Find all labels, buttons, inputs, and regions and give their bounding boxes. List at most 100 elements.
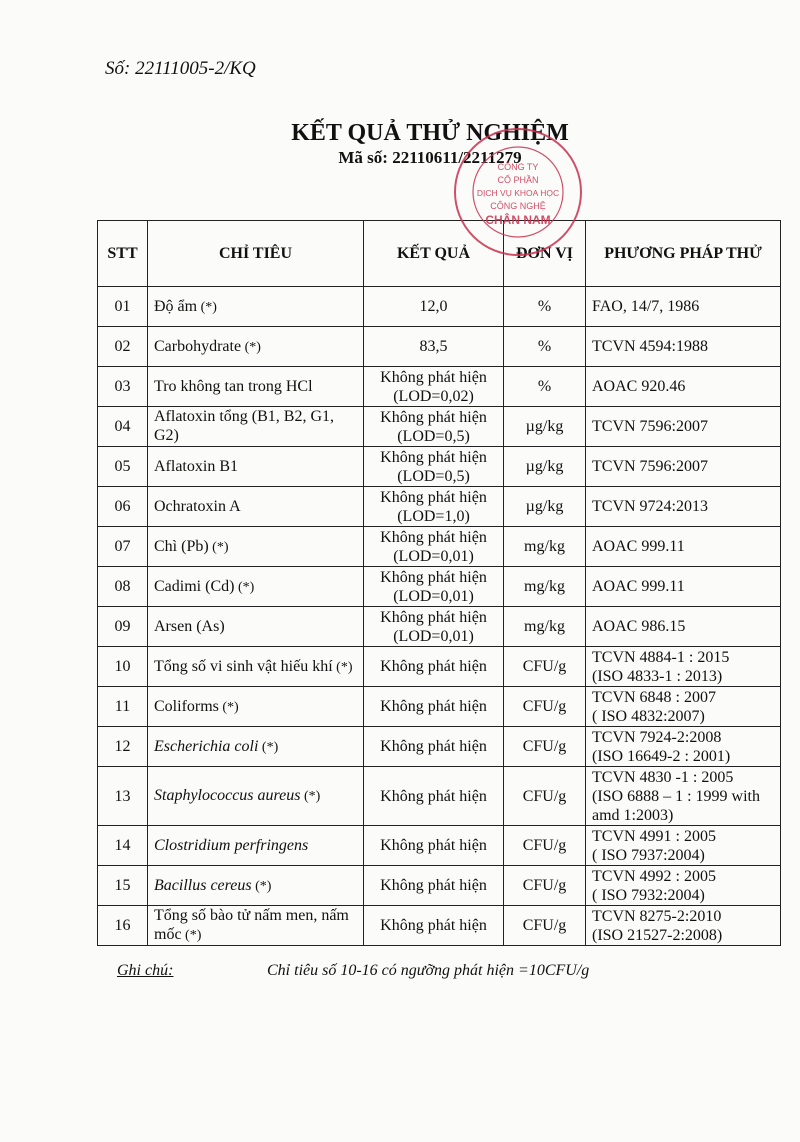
cell-stt: 16 <box>97 905 148 946</box>
result-line: Không phát hiện <box>380 608 487 626</box>
report-code: Mã số: 22110611/2211279 <box>338 148 522 167</box>
cell-unit: mg/kg <box>503 566 586 607</box>
cell-stt: 04 <box>97 406 148 447</box>
cell-indicator: Arsen (As) <box>147 606 364 647</box>
cell-method: TCVN 7596:2007 <box>585 446 781 487</box>
method-line: TCVN 7596:2007 <box>592 458 708 475</box>
accreditation-mark: (*) <box>300 789 321 804</box>
table-row: 15 Bacillus cereus (*) Không phát hiện CFU/… <box>97 865 781 906</box>
header-unit: ĐƠN VỊ <box>503 220 586 287</box>
note-label: Ghi chú: <box>117 962 174 979</box>
cell-result: Không phát hiện <box>363 766 504 826</box>
cell-method: AOAC 986.15 <box>585 606 781 647</box>
result-line: (LOD=0,02) <box>393 387 474 405</box>
cell-result: Không phát hiện <box>363 865 504 906</box>
header-method: PHƯƠNG PHÁP THỬ <box>585 220 781 287</box>
result-line: (LOD=0,01) <box>393 587 474 605</box>
cell-indicator: Staphylococcus aureus (*) <box>147 766 364 826</box>
accreditation-mark: (*) <box>332 659 353 675</box>
indicator-name: Arsen (As) <box>154 617 225 635</box>
cell-method: AOAC 920.46 <box>585 366 781 407</box>
cell-indicator: Chì (Pb) (*) <box>147 526 364 567</box>
method-line: TCVN 7924-2:2008 <box>592 728 722 746</box>
cell-unit: % <box>503 326 586 367</box>
method-line: TCVN 4992 : 2005 <box>592 867 716 885</box>
indicator-name: Coliforms <box>154 697 219 715</box>
cell-result: Không phát hiện (LOD=0,5) <box>363 406 504 447</box>
cell-stt: 07 <box>97 526 148 567</box>
table-header-row: STT CHỈ TIÊU KẾT QUẢ ĐƠN VỊ PHƯƠNG PHÁP … <box>97 220 781 287</box>
indicator-name: Tổng số vi sinh vật hiếu khí <box>154 657 333 675</box>
cell-stt: 09 <box>97 606 148 647</box>
cell-result: Không phát hiện (LOD=0,01) <box>363 526 504 567</box>
method-line: TCVN 4594:1988 <box>592 338 708 355</box>
cell-indicator: Clostridium perfringens <box>147 825 364 866</box>
method-line: AOAC 999.11 <box>592 538 685 555</box>
cell-indicator: Ochratoxin A <box>147 486 364 527</box>
cell-result: 83,5 <box>363 326 504 367</box>
stamp-line: DỊCH VỤ KHOA HỌC <box>477 188 559 198</box>
cell-result: Không phát hiện (LOD=0,01) <box>363 566 504 607</box>
accreditation-mark: (*) <box>218 699 239 715</box>
header-result: KẾT QUẢ <box>363 220 504 287</box>
cell-indicator: Aflatoxin B1 <box>147 446 364 487</box>
result-line: Không phát hiện <box>380 368 487 386</box>
cell-method: TCVN 7596:2007 <box>585 406 781 447</box>
cell-method: AOAC 999.11 <box>585 526 781 567</box>
indicator-name: Staphylococcus aureus <box>154 787 301 804</box>
result-line: Không phát hiện <box>380 877 487 894</box>
result-line: Không phát hiện <box>380 787 487 805</box>
result-line: Không phát hiện <box>380 568 487 586</box>
stamp-line: CÔNG TY <box>498 162 539 172</box>
table-row: 11 Coliforms (*) Không phát hiện CFU/g TCVN … <box>97 686 781 727</box>
method-line: FAO, 14/7, 1986 <box>592 298 700 315</box>
result-line: (LOD=0,5) <box>397 467 470 485</box>
result-line: (LOD=0,01) <box>393 547 474 565</box>
result-line: 83,5 <box>419 338 448 355</box>
cell-result: Không phát hiện (LOD=0,5) <box>363 446 504 487</box>
cell-stt: 11 <box>97 686 148 727</box>
indicator-name: Escherichia coli <box>154 737 259 755</box>
cell-indicator: Cadimi (Cd) (*) <box>147 566 364 607</box>
method-line: TCVN 7596:2007 <box>592 418 708 435</box>
result-line: (LOD=0,01) <box>393 627 474 645</box>
cell-indicator: Carbohydrate (*) <box>147 326 364 367</box>
cell-indicator: Tổng số bào tử nấm men, nấm mốc (*) <box>147 905 364 946</box>
accreditation-mark: (*) <box>251 878 272 894</box>
cell-stt: 02 <box>97 326 148 367</box>
table-row: 16 Tổng số bào tử nấm men, nấm mốc (*) Khô… <box>97 905 781 946</box>
cell-unit: CFU/g <box>503 825 586 866</box>
table-row: 02 Carbohydrate (*) 83,5% TCVN 4594:1988 <box>97 326 781 367</box>
indicator-name: Carbohydrate <box>154 337 242 355</box>
cell-method: TCVN 6848 : 2007 ( ISO 4832:2007) <box>585 686 781 727</box>
table-row: 06 Ochratoxin A Không phát hiện (LOD=1,0) µg… <box>97 486 781 527</box>
result-line: Không phát hiện <box>380 917 487 934</box>
cell-unit: CFU/g <box>503 646 586 687</box>
company-stamp: CÔNG TY CỔ PHẦN DỊCH VỤ KHOA HỌC CÔNG NGHỆC… <box>454 128 582 256</box>
cell-method: TCVN 7924-2:2008 (ISO 16649-2 : 2001) <box>585 726 781 767</box>
header-stt: STT <box>97 220 148 287</box>
cell-unit: µg/kg <box>503 446 586 487</box>
result-line: Không phát hiện <box>380 528 487 546</box>
method-line: ( ISO 7932:2004) <box>592 886 705 904</box>
cell-method: TCVN 4884-1 : 2015 (ISO 4833-1 : 2013) <box>585 646 781 687</box>
method-line: ( ISO 4832:2007) <box>592 707 705 725</box>
result-line: Không phát hiện <box>380 837 487 854</box>
stamp-line: CỔ PHẦN <box>497 174 538 185</box>
cell-method: TCVN 4992 : 2005 ( ISO 7932:2004) <box>585 865 781 906</box>
cell-stt: 05 <box>97 446 148 487</box>
cell-stt: 15 <box>97 865 148 906</box>
results-table: STT CHỈ TIÊU KẾT QUẢ ĐƠN VỊ PHƯƠNG PHÁP … <box>97 220 781 946</box>
result-line: 12,0 <box>419 298 448 315</box>
cell-indicator: Độ ẩm (*) <box>147 286 364 327</box>
cell-stt: 03 <box>97 366 148 407</box>
method-line: amd 1:2003) <box>592 806 674 824</box>
table-row: 03 Tro không tan trong HCl Không phát hiện… <box>97 366 781 407</box>
cell-indicator: Tro không tan trong HCl <box>147 366 364 407</box>
table-row: 05 Aflatoxin B1 Không phát hiện (LOD=0,5) µg… <box>97 446 781 487</box>
stamp-line: CÔNG NGHỆ <box>490 201 546 211</box>
cell-method: AOAC 999.11 <box>585 566 781 607</box>
result-line: Không phát hiện <box>380 698 487 715</box>
table-row: 01 Độ ẩm (*) 12,0% FAO, 14/7, 1986 <box>97 286 781 327</box>
method-line: AOAC 986.15 <box>592 618 686 635</box>
